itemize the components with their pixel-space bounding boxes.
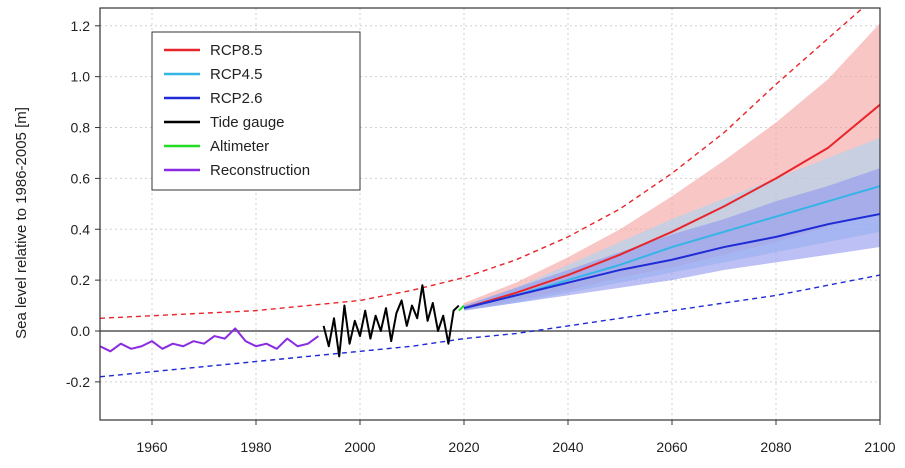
legend-box (151, 31, 361, 191)
legend-label: Altimeter (210, 138, 269, 155)
series-lines (100, 8, 880, 378)
x-tick-label: 1960 (136, 439, 167, 455)
x-tick-label: 2060 (656, 439, 687, 455)
x-tick-label: 2020 (448, 439, 479, 455)
y-tick-label: 0.2 (71, 272, 91, 288)
axes: 1960 1980 2000 2020 2040 2060 2080 2100 -0.2 0.0 0… (66, 7, 896, 455)
x-tick-label: 2100 (864, 439, 895, 455)
legend-label: RCP8.5 (210, 42, 263, 59)
x-tick-label: 1980 (240, 439, 271, 455)
x-tick-label: 2080 (760, 439, 791, 455)
series-line-upper-bound-rcp8-5-dashed- (100, 8, 864, 319)
y-tick-label: 0.0 (71, 323, 91, 339)
legend-label: RCP4.5 (210, 66, 263, 83)
series-line-tide-gauge (322, 284, 460, 358)
legend-label: RCP2.6 (210, 90, 263, 107)
y-tick-label: 1.2 (71, 18, 91, 34)
y-tick-label: 0.8 (71, 120, 91, 136)
series-line-rcp8-5 (463, 103, 880, 310)
y-tick-label: 1.0 (71, 69, 91, 85)
series-line-altimeter (458, 304, 465, 312)
legend-label: Tide gauge (210, 114, 285, 131)
series-line-rcp2-6 (463, 213, 880, 310)
legend: RCP8.5 RCP4.5 RCP2.6 Tide gauge Altimeter Rec… (151, 31, 361, 191)
y-axis-label: Sea level relative to 1986-2005 [m] (13, 107, 30, 339)
legend-label: Reconstruction (210, 162, 310, 179)
series-line-lower-bound-rcp2-6-dashed- (100, 274, 880, 378)
y-tick-label: -0.2 (66, 374, 90, 390)
y-tick-label: 0.6 (71, 170, 91, 186)
plot-frame (99, 7, 881, 421)
band-rcp4-5 (464, 137, 880, 311)
y-tick-label: 0.4 (71, 221, 91, 237)
x-tick-label: 2040 (552, 439, 583, 455)
x-tick-label: 2000 (344, 439, 375, 455)
uncertainty-bands (464, 23, 880, 311)
series-line-reconstruction (100, 327, 319, 353)
